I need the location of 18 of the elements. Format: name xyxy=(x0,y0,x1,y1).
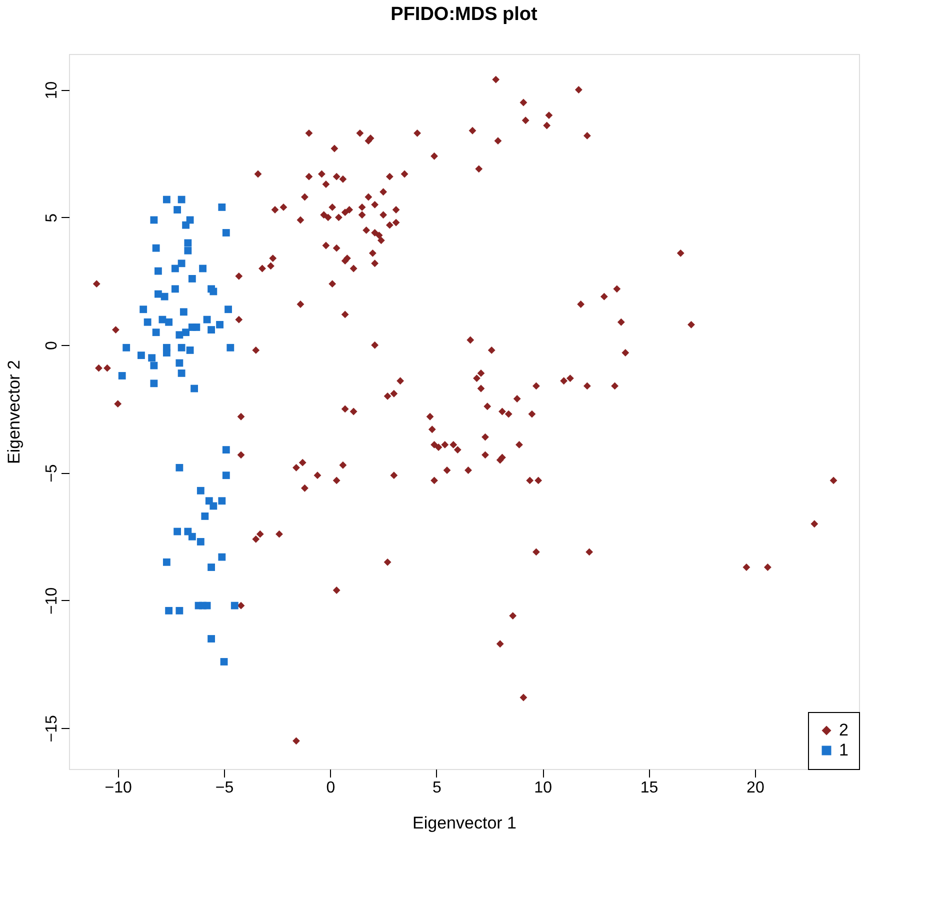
x-tick-label: −10 xyxy=(104,780,132,796)
legend-label: 1 xyxy=(839,740,848,760)
x-tick-label: 20 xyxy=(746,780,764,796)
y-tick-label: −10 xyxy=(44,587,60,615)
chart-title: PFIDO:MDS plot xyxy=(390,4,538,25)
x-tick-label: 15 xyxy=(640,780,658,796)
x-tick-label: 5 xyxy=(432,780,442,796)
x-axis-title: Eigenvector 1 xyxy=(412,814,516,832)
x-tick-label: 0 xyxy=(326,780,336,796)
y-axis-title: Eigenvector 2 xyxy=(4,360,24,464)
y-tick-label: 5 xyxy=(44,213,60,222)
y-tick-label: −15 xyxy=(44,714,60,742)
x-tick-label: −5 xyxy=(215,780,234,796)
y-tick-label: 10 xyxy=(44,81,60,100)
y-tick-label: −5 xyxy=(44,464,60,482)
x-tick-label: 10 xyxy=(534,780,552,796)
legend-label: 2 xyxy=(839,720,848,740)
y-tick-label: 0 xyxy=(44,341,60,350)
